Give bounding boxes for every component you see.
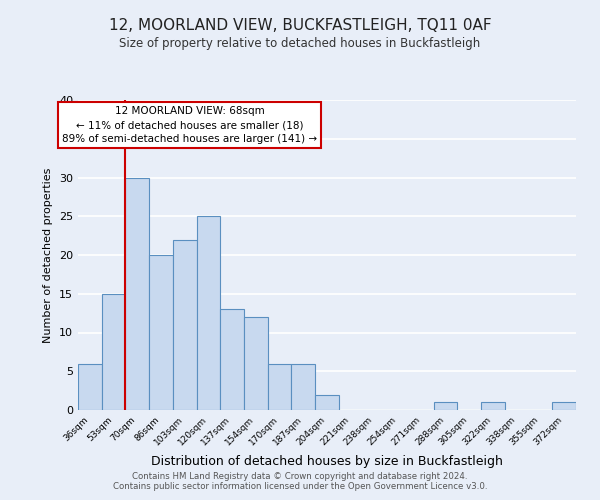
Text: 12, MOORLAND VIEW, BUCKFASTLEIGH, TQ11 0AF: 12, MOORLAND VIEW, BUCKFASTLEIGH, TQ11 0… (109, 18, 491, 32)
Y-axis label: Number of detached properties: Number of detached properties (43, 168, 53, 342)
Bar (292, 364, 315, 410)
Text: Contains public sector information licensed under the Open Government Licence v3: Contains public sector information licen… (113, 482, 487, 491)
Bar (552, 402, 576, 410)
Text: Size of property relative to detached houses in Buckfastleigh: Size of property relative to detached ho… (119, 38, 481, 51)
Bar (315, 394, 339, 410)
Bar (197, 216, 220, 410)
Text: 12 MOORLAND VIEW: 68sqm
← 11% of detached houses are smaller (18)
89% of semi-de: 12 MOORLAND VIEW: 68sqm ← 11% of detache… (62, 106, 317, 144)
Bar (220, 309, 244, 410)
Bar (481, 402, 505, 410)
Bar (125, 178, 149, 410)
Bar (268, 364, 292, 410)
Bar (149, 255, 173, 410)
Bar (434, 402, 457, 410)
Bar (78, 364, 102, 410)
Bar (173, 240, 197, 410)
Bar (102, 294, 125, 410)
Text: Contains HM Land Registry data © Crown copyright and database right 2024.: Contains HM Land Registry data © Crown c… (132, 472, 468, 481)
X-axis label: Distribution of detached houses by size in Buckfastleigh: Distribution of detached houses by size … (151, 456, 503, 468)
Bar (244, 317, 268, 410)
